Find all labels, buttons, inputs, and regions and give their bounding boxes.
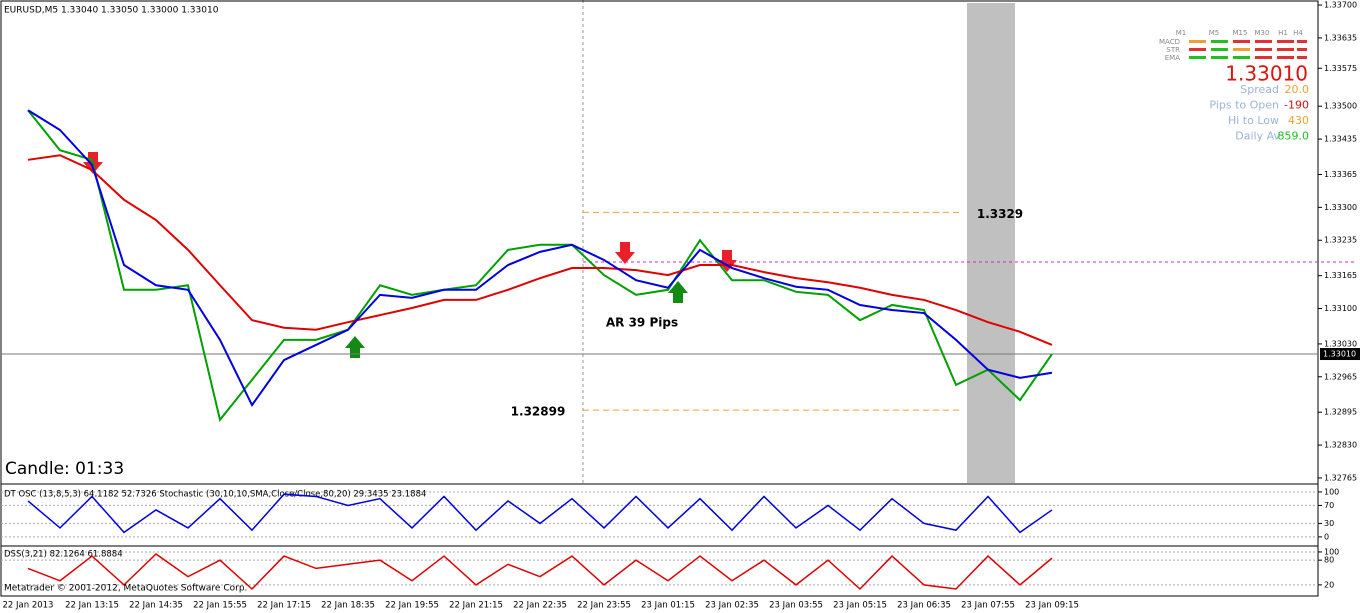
x-tick-label: 22 Jan 21:15 [449,601,503,611]
y-tick-label: 30 [1324,519,1334,528]
series-line [27,109,1053,423]
timeframe-label: M30 [1255,29,1270,37]
stat-value: 20.0 [1285,83,1310,96]
y-tick-label: 1.32965 [1324,372,1357,381]
x-tick-label: 23 Jan 02:35 [705,601,759,611]
y-tick-label: 80 [1324,556,1334,565]
x-tick-label: 22 Jan 18:35 [321,601,375,611]
y-tick-label: 1.32895 [1324,408,1357,417]
signal-row-label: STR [1166,46,1180,54]
level-label: 1.3329 [977,207,1023,221]
signal-row-label: EMA [1165,54,1180,62]
y-tick-label: 1.33500 [1324,102,1357,111]
chart-title: EURUSD,M5 1.33040 1.33050 1.33000 1.3301… [4,6,219,16]
chart-frame [0,0,1319,597]
x-tick-label: 23 Jan 03:55 [769,601,823,611]
y-tick-label: 1.33300 [1324,203,1357,212]
stat-label: Daily Av [1235,130,1280,143]
timeframe-label: M1 [1176,29,1187,37]
series-line [27,154,1053,346]
x-tick-label: 23 Jan 09:15 [1025,601,1079,611]
signal-row-label: MACD [1159,38,1180,46]
x-tick-label: 22 Jan 17:15 [257,601,311,611]
stat-value: 430 [1288,114,1309,127]
current-price-box [1320,348,1360,361]
series-line [27,493,1053,534]
stat-value: -190 [1284,99,1309,112]
copyright: Metatrader © 2001-2012, MetaQuotes Softw… [4,584,247,594]
session-shade [967,3,1015,483]
x-tick-label: 23 Jan 07:55 [961,601,1015,611]
y-tick-label: 1.33165 [1324,271,1357,280]
y-tick-label: 1.33575 [1324,64,1357,73]
x-tick-label: 22 Jan 15:55 [193,601,247,611]
series-line [27,109,1053,408]
sell-arrow [717,250,737,272]
timeframe-label: H4 [1293,29,1303,37]
y-tick-label: 1.33030 [1324,339,1357,348]
x-tick-label: 22 Jan 23:55 [577,601,631,611]
signal-grid [1189,40,1307,59]
y-tick-label: 100 [1324,487,1339,496]
x-tick-label: 22 Jan 14:35 [129,601,183,611]
timeframe-label: M5 [1209,29,1220,37]
level-label: 1.32899 [511,405,566,419]
annotation: AR 39 Pips [606,316,678,330]
timeframe-label: M15 [1233,29,1248,37]
y-tick-label: 1.33365 [1324,170,1357,179]
y-tick-label: 1.32765 [1324,473,1357,482]
y-tick-label: 20 [1324,580,1334,589]
y-tick-label: 70 [1324,501,1334,510]
y-tick-label: 1.33435 [1324,135,1357,144]
info-price: 1.33010 [1225,62,1308,86]
buy-arrow [668,281,688,303]
y-tick-label: 1.33635 [1324,33,1357,42]
x-tick-label: 23 Jan 05:15 [833,601,887,611]
stat-label: Spread [1240,83,1279,96]
x-tick-label: 22 Jan 2013 [3,601,54,611]
timeframe-label: H1 [1278,29,1288,37]
indicator-title: DSS(3,21) 82.1264 61.8884 [4,550,123,560]
y-tick-label: 1.33235 [1324,236,1357,245]
current-price-label: 1.33010 [1323,350,1356,359]
x-tick-label: 22 Jan 22:35 [513,601,567,611]
candle-timer: Candle: 01:33 [5,459,124,479]
x-tick-label: 23 Jan 06:35 [897,601,951,611]
y-tick-label: 1.32830 [1324,441,1357,450]
y-tick-label: 1.33100 [1324,304,1357,313]
stat-label: Pips to Open [1209,99,1279,112]
indicator-title: DT OSC (13,8,5,3) 64.1182 52.7326 Stocha… [4,490,426,500]
y-tick-label: 1.33700 [1324,1,1357,10]
series-line [27,553,1053,591]
x-tick-label: 22 Jan 19:55 [385,601,439,611]
stat-label: Hi to Low [1228,114,1279,127]
stat-value: 859.0 [1278,130,1310,143]
sell-arrow [615,242,635,264]
y-tick-label: 100 [1324,547,1339,556]
buy-arrow [345,336,365,358]
x-tick-label: 23 Jan 01:15 [641,601,695,611]
y-tick-label: 0 [1324,532,1329,541]
x-tick-label: 22 Jan 13:15 [65,601,119,611]
